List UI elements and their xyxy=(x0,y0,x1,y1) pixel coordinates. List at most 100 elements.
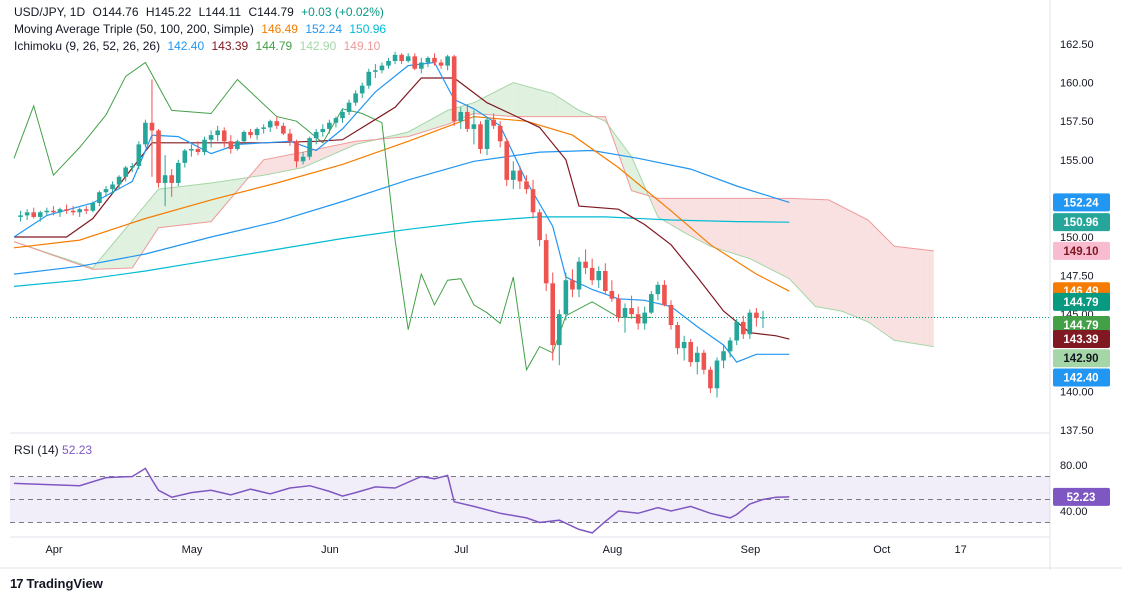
price-badge: 143.39 xyxy=(1063,334,1098,346)
cloud-segment xyxy=(664,198,671,225)
candlesticks xyxy=(18,51,766,398)
candle-up xyxy=(721,351,726,361)
cloud-segment xyxy=(776,198,783,276)
tradingview-logo-icon: 17 xyxy=(10,576,24,591)
cloud-segment xyxy=(927,250,934,347)
price-badge: 152.24 xyxy=(1063,197,1099,209)
cloud-segment xyxy=(749,198,757,262)
price-tick-label: 162.50 xyxy=(1060,39,1094,51)
cloud-segment xyxy=(736,198,744,257)
cloud-segment xyxy=(881,233,888,336)
candle-down xyxy=(603,270,608,292)
cloud-segment xyxy=(822,199,829,309)
price-tick-label: 147.50 xyxy=(1060,271,1094,283)
candle-up xyxy=(261,127,266,129)
ma100-line xyxy=(13,149,790,275)
candle-down xyxy=(701,352,707,370)
candle-up xyxy=(110,184,115,190)
cloud-segment xyxy=(743,198,750,259)
cloud-segment xyxy=(756,198,763,266)
cloud-segment xyxy=(854,213,862,320)
cloud-segment xyxy=(684,198,691,236)
cloud-segment xyxy=(631,156,639,193)
candle-up xyxy=(392,54,398,61)
ma-legend[interactable]: Moving Average Triple (50, 100, 200, Sim… xyxy=(14,22,390,37)
price-badge-bg xyxy=(1053,316,1110,335)
candle-up xyxy=(123,167,128,177)
rsi-label: RSI (14) xyxy=(14,443,59,457)
candle-up xyxy=(267,121,273,128)
candle-up xyxy=(340,111,345,119)
rsi-tick-label: 80.00 xyxy=(1060,460,1088,472)
candle-down xyxy=(478,124,483,149)
candle-up xyxy=(760,317,766,319)
cloud-segment xyxy=(270,157,277,174)
cloud-segment xyxy=(900,247,908,343)
cloud-segment xyxy=(579,110,586,117)
candle-down xyxy=(412,56,418,69)
rsi-legend[interactable]: RSI (14) 52.23 xyxy=(14,443,92,457)
price-badge: 150.96 xyxy=(1063,217,1098,229)
candle-down xyxy=(668,304,674,326)
candle-down xyxy=(616,298,621,318)
candle-up xyxy=(445,56,450,66)
cloud-segment xyxy=(184,185,192,225)
candle-up xyxy=(90,203,96,211)
cloud-segment xyxy=(263,158,271,176)
price-badge: 142.40 xyxy=(1063,373,1098,385)
price-tick-label: 150.00 xyxy=(1060,232,1094,244)
candle-down xyxy=(274,121,280,126)
spanB-value: 149.10 xyxy=(343,39,381,53)
symbol-label[interactable]: USD/JPY, 1D xyxy=(14,5,86,19)
cloud-segment xyxy=(204,182,212,223)
candle-up xyxy=(471,124,477,129)
price-badges: 152.24150.96149.10146.49144.79144.79143.… xyxy=(1053,193,1110,506)
candle-up xyxy=(353,93,358,103)
time-tick-label: Apr xyxy=(45,544,62,556)
cloud-segment xyxy=(513,82,520,117)
rsi-pane xyxy=(10,467,1050,534)
tradingview-brand[interactable]: 17 TradingView xyxy=(10,576,103,591)
ichimoku-legend[interactable]: Ichimoku (9, 26, 52, 26, 26) 142.40 143.… xyxy=(14,39,384,54)
candle-up xyxy=(320,128,326,133)
cloud-segment xyxy=(769,198,777,272)
candle-up xyxy=(373,70,378,72)
cloud-segment xyxy=(132,212,139,268)
price-badge: 144.79 xyxy=(1063,297,1098,309)
ma100-value: 152.24 xyxy=(305,22,343,36)
cloud-segment xyxy=(539,89,547,117)
candle-down xyxy=(51,210,56,213)
candle-down xyxy=(589,267,595,281)
grid xyxy=(0,0,1122,570)
candle-up xyxy=(57,209,63,213)
baseline-line xyxy=(14,77,790,340)
rsi-line xyxy=(13,467,790,534)
cloud-segment xyxy=(197,183,205,224)
cloud-segment xyxy=(158,188,166,228)
candle-up xyxy=(563,280,569,315)
cloud-segment xyxy=(257,159,264,177)
ma50-value: 146.49 xyxy=(261,22,298,36)
candle-up xyxy=(366,71,372,86)
cloud-segment xyxy=(533,88,540,117)
high-value: H145.22 xyxy=(145,5,192,19)
cloud-segment xyxy=(414,124,422,135)
ma-label: Moving Average Triple (50, 100, 200, Sim… xyxy=(14,22,254,36)
candle-up xyxy=(208,135,214,140)
cloud-segment xyxy=(283,154,290,172)
cloud-segment xyxy=(145,197,152,248)
candle-down xyxy=(530,189,536,213)
cloud-segment xyxy=(716,198,724,251)
cloud-segment xyxy=(171,186,179,227)
candle-down xyxy=(221,130,227,142)
candle-up xyxy=(235,141,240,149)
cloud-segment xyxy=(723,198,731,253)
candle-down xyxy=(195,148,201,153)
candle-down xyxy=(609,291,615,299)
cloud-segment xyxy=(151,189,159,238)
candle-down xyxy=(675,325,680,349)
candle-up xyxy=(143,122,148,145)
cloud-segment xyxy=(703,198,711,247)
candle-up xyxy=(511,170,516,180)
